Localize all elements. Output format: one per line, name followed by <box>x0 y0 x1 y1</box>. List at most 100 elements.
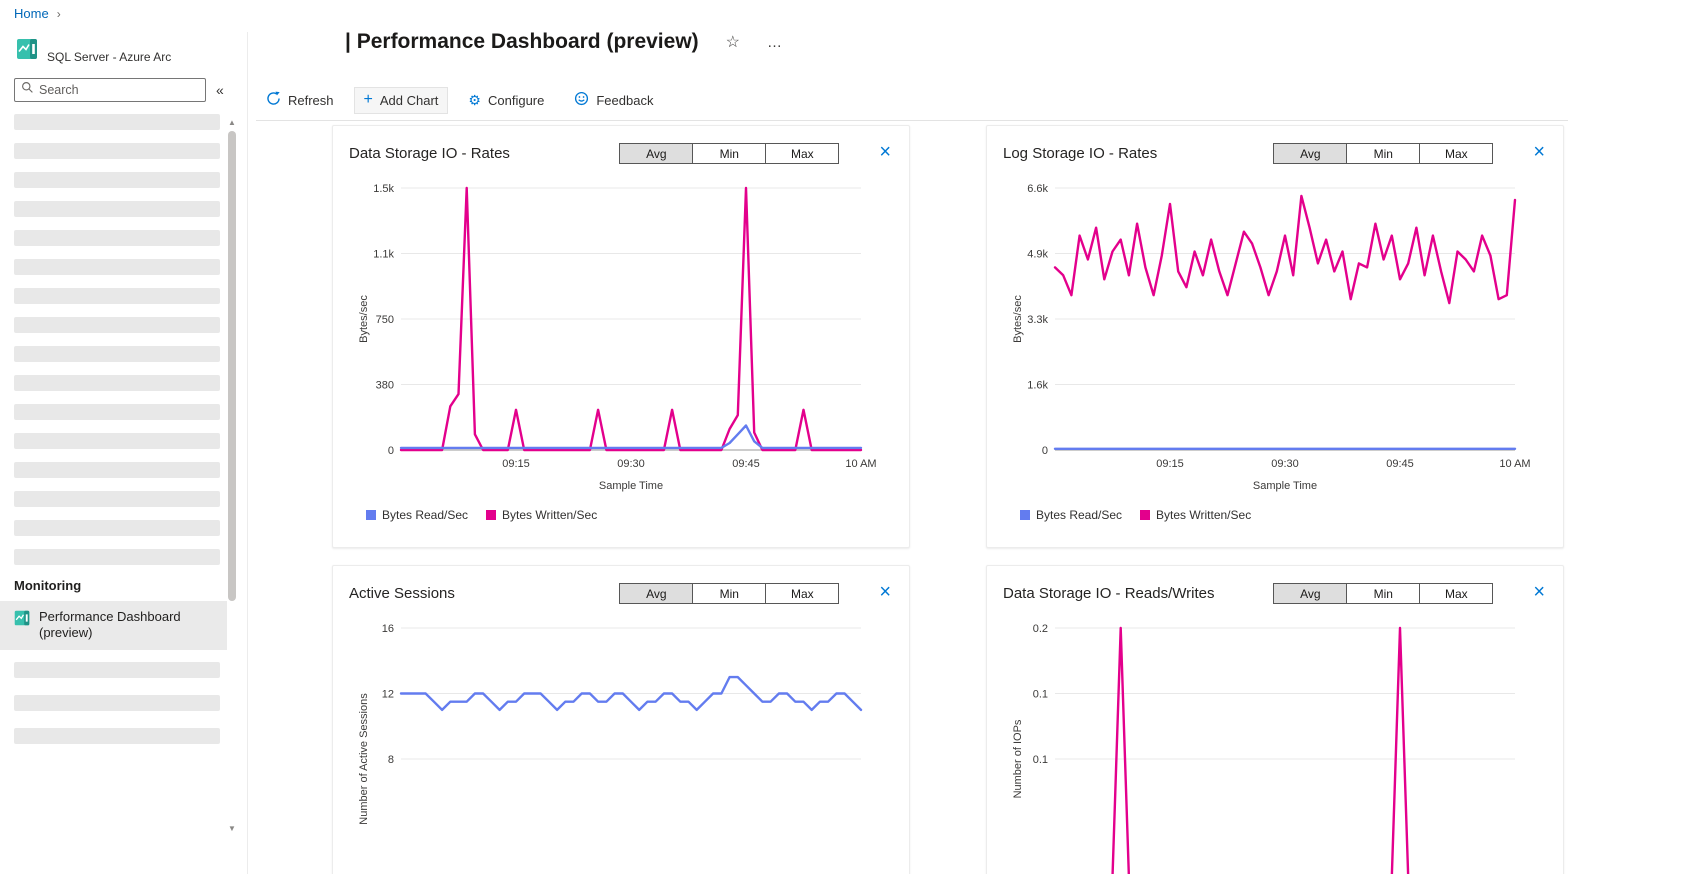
svg-text:6.6k: 6.6k <box>1027 183 1048 195</box>
min-toggle-button[interactable]: Min <box>692 583 767 604</box>
legend-item: Bytes Written/Sec <box>1140 508 1251 522</box>
command-bar: Refresh + Add Chart ⚙ Configure Feedback <box>256 84 663 116</box>
svg-text:Bytes/sec: Bytes/sec <box>358 295 370 343</box>
svg-text:1.5k: 1.5k <box>373 183 394 195</box>
feedback-label: Feedback <box>596 92 654 108</box>
close-chart-icon[interactable]: × <box>1533 140 1545 163</box>
svg-text:12: 12 <box>382 689 394 701</box>
skeleton-bar <box>14 549 220 565</box>
close-chart-icon[interactable]: × <box>879 140 891 163</box>
refresh-icon <box>266 91 281 109</box>
performance-dashboard-icon <box>14 610 30 631</box>
line-chart: 0.2 0.1 0.1 Number of IOPs <box>1012 623 1515 874</box>
skeleton-bar <box>14 491 220 507</box>
skeleton-bar <box>14 694 220 711</box>
feedback-button[interactable]: Feedback <box>564 85 663 115</box>
sidebar: SQL Server - Azure Arc « Monitoring Perf… <box>0 32 247 874</box>
toolbar-divider <box>256 120 1568 121</box>
skeleton-bar <box>14 172 220 188</box>
favorite-star-icon[interactable]: ☆ <box>725 34 740 51</box>
svg-text:09:15: 09:15 <box>502 458 530 470</box>
chart-card-data-storage-rates: Data Storage IO - Rates Avg Min Max × 0 3… <box>332 125 910 548</box>
min-toggle-button[interactable]: Min <box>1346 143 1421 164</box>
sidebar-scrollbar[interactable]: ▲ ▼ <box>225 118 239 834</box>
main-content: | Performance Dashboard (preview) ☆ … Re… <box>248 0 1708 874</box>
search-input[interactable] <box>39 83 199 97</box>
legend-item: Bytes Read/Sec <box>1020 508 1122 522</box>
sidebar-search-row: « <box>14 78 247 102</box>
max-toggle-button[interactable]: Max <box>1419 583 1494 604</box>
add-chart-button[interactable]: + Add Chart <box>353 86 449 114</box>
breadcrumb: Home › <box>14 6 61 21</box>
sql-server-azure-arc-icon <box>16 38 38 65</box>
svg-text:10 AM: 10 AM <box>845 458 876 470</box>
svg-text:Sample Time: Sample Time <box>599 480 663 492</box>
svg-text:0: 0 <box>388 445 394 457</box>
skeleton-bar <box>14 661 220 678</box>
svg-text:0.1: 0.1 <box>1033 754 1048 766</box>
svg-text:3.3k: 3.3k <box>1027 314 1048 326</box>
search-icon <box>21 81 34 99</box>
sidebar-collapse-button[interactable]: « <box>211 80 229 100</box>
chart-title: Data Storage IO - Rates <box>349 145 510 162</box>
svg-text:09:45: 09:45 <box>732 458 760 470</box>
skeleton-bar <box>14 433 220 449</box>
sidebar-item-performance-dashboard[interactable]: Performance Dashboard (preview) <box>0 601 227 650</box>
aggregation-toggle-group: Avg Min Max <box>1273 143 1494 164</box>
scroll-down-icon[interactable]: ▼ <box>228 824 236 833</box>
resource-header: SQL Server - Azure Arc <box>0 32 247 65</box>
legend-label: Bytes Read/Sec <box>382 508 469 522</box>
aggregation-toggle-group: Avg Min Max <box>619 583 840 604</box>
close-chart-icon[interactable]: × <box>1533 580 1545 603</box>
legend-label: Bytes Written/Sec <box>1156 508 1252 522</box>
max-toggle-button[interactable]: Max <box>765 143 840 164</box>
max-toggle-button[interactable]: Max <box>765 583 840 604</box>
avg-toggle-button[interactable]: Avg <box>1273 583 1348 604</box>
refresh-button[interactable]: Refresh <box>256 85 344 115</box>
line-chart: 0 1.6k 3.3k 4.9k 6.6k 09:15 09:30 09:45 10 AM Byt… <box>1012 183 1531 492</box>
svg-text:380: 380 <box>376 380 394 392</box>
svg-text:1.6k: 1.6k <box>1027 380 1048 392</box>
skeleton-bar <box>14 259 220 275</box>
svg-text:0.2: 0.2 <box>1033 623 1048 635</box>
scroll-up-icon[interactable]: ▲ <box>228 118 236 127</box>
scrollbar-thumb[interactable] <box>228 131 236 601</box>
more-options-icon[interactable]: … <box>767 33 783 51</box>
line-chart: 0 380 750 1.1k 1.5k 09:15 09:30 09:45 10 AM Bytes… <box>358 183 877 492</box>
close-chart-icon[interactable]: × <box>879 580 891 603</box>
legend-label: Bytes Read/Sec <box>1036 508 1123 522</box>
skeleton-bar <box>14 230 220 246</box>
svg-text:Bytes/sec: Bytes/sec <box>1012 295 1024 343</box>
page-title-row: | Performance Dashboard (preview) ☆ … <box>345 30 783 54</box>
plus-icon: + <box>363 91 373 108</box>
gear-icon: ⚙ <box>468 92 481 108</box>
skeleton-bar <box>14 346 220 362</box>
chart-legend: Bytes Read/Sec Bytes Written/Sec <box>366 508 909 522</box>
max-toggle-button[interactable]: Max <box>1419 143 1494 164</box>
configure-button[interactable]: ⚙ Configure <box>458 87 554 114</box>
svg-text:16: 16 <box>382 623 394 635</box>
avg-toggle-button[interactable]: Avg <box>619 583 694 604</box>
avg-toggle-button[interactable]: Avg <box>1273 143 1348 164</box>
svg-text:0: 0 <box>1042 445 1048 457</box>
skeleton-bar <box>14 288 220 304</box>
skeleton-bar <box>14 114 220 130</box>
legend-label: Bytes Written/Sec <box>502 508 598 522</box>
avg-toggle-button[interactable]: Avg <box>619 143 694 164</box>
svg-text:Number of Active Sessions: Number of Active Sessions <box>358 693 370 825</box>
min-toggle-button[interactable]: Min <box>692 143 767 164</box>
page-title: | Performance Dashboard (preview) <box>345 30 699 53</box>
breadcrumb-home-link[interactable]: Home <box>14 6 49 21</box>
min-toggle-button[interactable]: Min <box>1346 583 1421 604</box>
skeleton-bar <box>14 520 220 536</box>
chart-legend: Bytes Read/Sec Bytes Written/Sec <box>1020 508 1563 522</box>
sidebar-divider <box>247 32 248 874</box>
sidebar-loading-skeleton <box>0 650 247 744</box>
line-chart: 16 12 8 Number of Active Sessions <box>358 623 863 825</box>
svg-text:Sample Time: Sample Time <box>1253 480 1317 492</box>
aggregation-toggle-group: Avg Min Max <box>619 143 840 164</box>
chart-card-data-storage-reads-writes: Data Storage IO - Reads/Writes Avg Min M… <box>986 565 1564 874</box>
legend-item: Bytes Written/Sec <box>486 508 597 522</box>
search-box[interactable] <box>14 78 206 102</box>
